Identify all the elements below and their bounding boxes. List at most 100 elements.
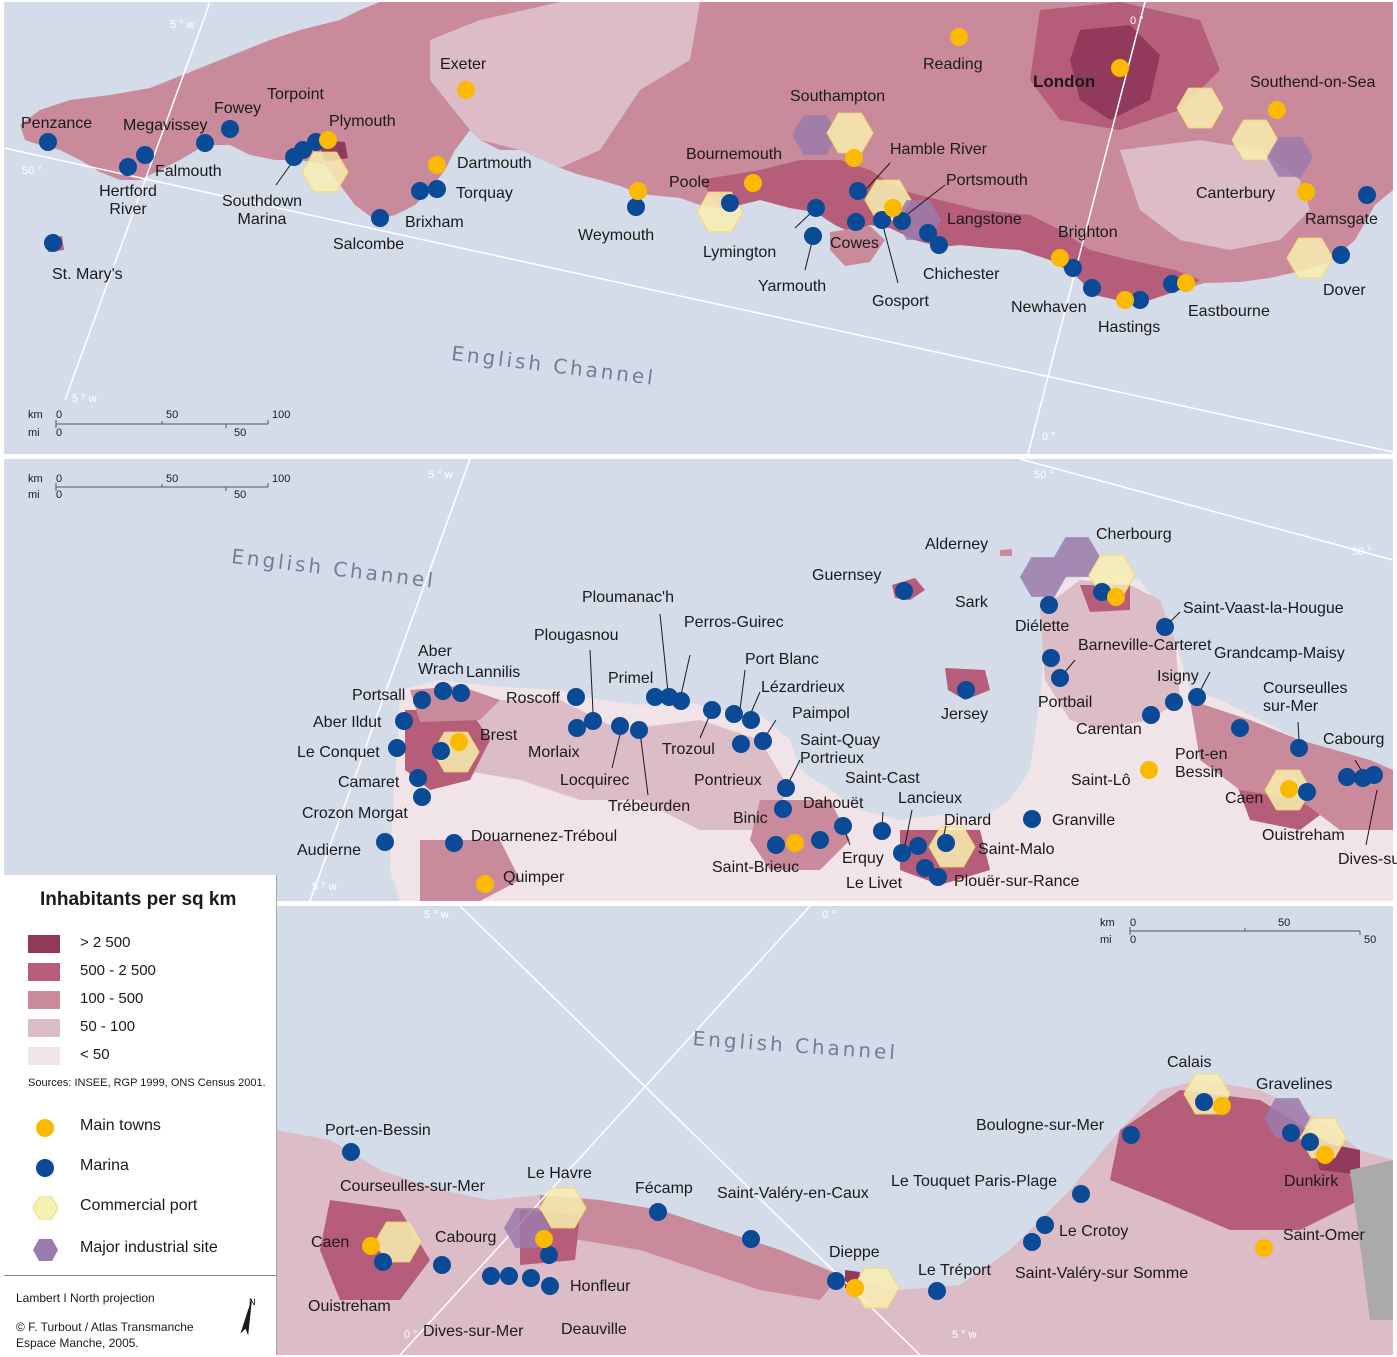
panel-divider — [0, 901, 1397, 906]
main-town-dot — [786, 834, 804, 852]
svg-text:0: 0 — [56, 489, 62, 501]
svg-text:0: 0 — [1130, 917, 1136, 929]
marina-dot — [500, 1267, 518, 1285]
main-town-dot — [1140, 761, 1158, 779]
marina-dot — [395, 712, 413, 730]
place-label: Granville — [1052, 812, 1115, 829]
place-label: Le Livet — [846, 875, 903, 892]
industrial-site-hexagon — [1264, 1098, 1310, 1138]
place-label: Port-en-Bessin — [325, 1122, 431, 1139]
legend-panel: Inhabitants per sq km > 2 500 500 - 2 50… — [4, 875, 277, 1355]
grat-label-4: 5 ° w — [312, 881, 337, 893]
marina-dot — [1165, 693, 1183, 711]
leader-line — [639, 731, 649, 796]
place-label: Torpoint — [267, 86, 324, 103]
place-label: Portbail — [1038, 694, 1092, 711]
marina-dot — [777, 779, 795, 797]
place-label: Saint-Brieuc — [712, 859, 799, 876]
quimper-area — [420, 840, 520, 901]
copyright-note: © F. Turbout / Atlas Transmanche Espace … — [16, 1320, 194, 1350]
main-town-dot — [1255, 1239, 1273, 1257]
place-label: Lancieux — [898, 790, 962, 807]
svg-text:50: 50 — [234, 489, 246, 501]
marina-dot — [849, 182, 867, 200]
yellow-hexagon-icon — [32, 1196, 59, 1220]
marina-dot — [1064, 259, 1082, 277]
marina-dot — [1142, 706, 1160, 724]
svg-text:0: 0 — [1130, 934, 1136, 946]
marina-dot — [672, 692, 690, 710]
place-label: Le Crotoy — [1059, 1223, 1128, 1240]
marina-dot — [568, 719, 586, 737]
marina-dot — [754, 732, 772, 750]
panel-divider — [0, 454, 1397, 459]
place-label: Saint-Omer — [1283, 1227, 1365, 1244]
marina-dot — [627, 198, 645, 216]
marina-dot — [221, 120, 239, 138]
marina-dot — [432, 742, 450, 760]
place-label: Dahouët — [803, 795, 864, 812]
place-label: Port-en Bessin — [1175, 746, 1227, 781]
place-label: Eastbourne — [1188, 303, 1270, 320]
marina-dot — [703, 701, 721, 719]
place-label: Douarnenez-Tréboul — [471, 828, 617, 845]
marina-dot — [445, 834, 463, 852]
main-town-dot — [362, 1237, 380, 1255]
main-town-dot — [1280, 780, 1298, 798]
main-town-dot — [457, 81, 475, 99]
grat-label-1: 5 ° w — [428, 469, 453, 481]
grat-label-2: 50 ° — [1034, 469, 1054, 481]
place-label: Portsall — [352, 687, 405, 704]
marina-dot — [541, 1277, 559, 1295]
grat-label-4: 0 ° — [1130, 15, 1144, 27]
place-label: Alderney — [925, 536, 988, 553]
place-label: Cherbourg — [1096, 526, 1172, 543]
marina-dot — [376, 833, 394, 851]
place-label: Lézardrieux — [761, 679, 845, 696]
place-label: Dinard — [944, 812, 991, 829]
marina-dot — [1023, 810, 1041, 828]
leader-line — [659, 613, 669, 693]
location-dots — [39, 28, 1383, 1300]
place-label: Saint-Malo — [978, 841, 1055, 858]
leader-line — [589, 649, 594, 713]
industrial-site-hexagon — [1267, 137, 1313, 177]
main-town-dot — [1116, 291, 1134, 309]
marina-dot — [119, 158, 137, 176]
place-label: Saint-Vaast-la-Hougue — [1183, 600, 1344, 617]
place-label: Caen — [1225, 790, 1263, 807]
cotentin-land — [1040, 580, 1180, 730]
marina-dot — [1301, 1133, 1319, 1151]
commercial-port-hexagon — [1176, 87, 1224, 129]
place-label: Reading — [923, 56, 983, 73]
marina-dot — [413, 691, 431, 709]
grat-label-2: 50 ° — [22, 165, 42, 177]
place-label: Morlaix — [528, 744, 580, 761]
place-label: Hamble River — [890, 141, 988, 158]
main-town-dot — [319, 131, 337, 149]
place-label: Dives-sur-Mer — [1338, 851, 1397, 868]
marina-dot — [893, 844, 911, 862]
main-town-dot — [428, 156, 446, 174]
marina-dot — [1195, 1093, 1213, 1111]
industrial-site-hexagon — [1054, 537, 1100, 577]
place-label: Barneville-Carteret — [1078, 637, 1212, 654]
marina-dot — [807, 199, 825, 217]
marina-dot — [1188, 688, 1206, 706]
projection-note: Lambert I North projection — [16, 1291, 155, 1305]
place-label: Bournemouth — [686, 146, 782, 163]
panel-southern-england: 5 ° w 50 ° 5 ° w 0 ° 0 ° English Channel… — [3, 1, 1394, 455]
marina-dot — [196, 134, 214, 152]
main-town-dot — [884, 199, 902, 217]
place-label: Cabourg — [435, 1229, 496, 1246]
place-label: Chichester — [923, 266, 1000, 283]
place-label: Saint-Valéry-en-Caux — [717, 1185, 869, 1202]
place-label: Hertford River — [99, 183, 157, 218]
place-label: Ramsgate — [1305, 211, 1378, 228]
marina-dot — [1332, 246, 1350, 264]
place-label: Lannilis — [466, 664, 520, 681]
place-label: Ouistreham — [308, 1298, 391, 1315]
marina-dot — [39, 133, 57, 151]
place-label: Dartmouth — [457, 155, 532, 172]
place-label: Yarmouth — [758, 278, 826, 295]
